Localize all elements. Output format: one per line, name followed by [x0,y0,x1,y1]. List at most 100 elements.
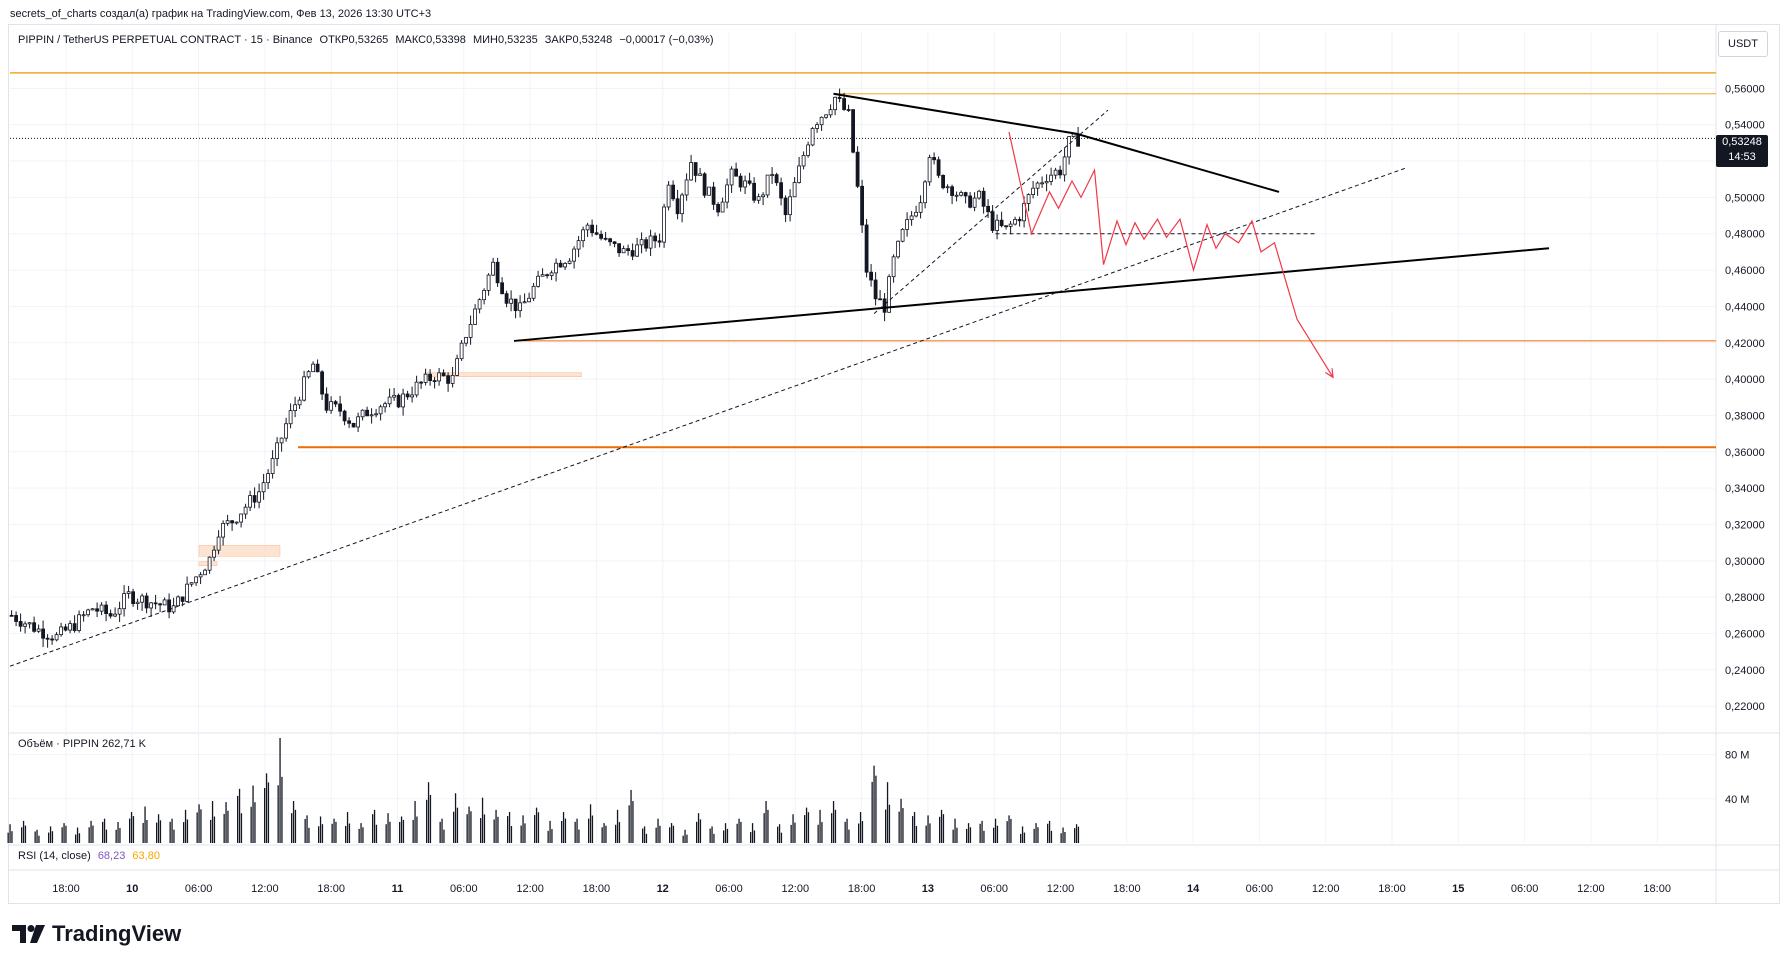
axes: 0,560000,540000,520000,500000,480000,460… [52,83,1765,895]
candle-body [162,599,167,606]
candle-body [1067,136,1071,158]
volume-bar [331,823,333,843]
volume-bar [78,833,81,843]
volume-bar [389,821,391,843]
candle-body [63,626,68,631]
volume-label[interactable]: Объём · PIPPIN [18,738,99,750]
x-tick-label: 18:00 [1113,883,1141,895]
candle-body [144,595,149,609]
candle-body [671,184,675,200]
candle-body [86,609,90,616]
volume-bar [1060,833,1062,843]
candle-body [140,595,145,603]
candle-body [608,238,612,243]
candle-body [194,576,199,584]
volume-bar [470,811,472,843]
volume-bar [1006,821,1008,843]
candle-body [792,182,797,198]
candle-body [108,613,113,617]
candle-body [527,297,531,303]
volume-bar [966,828,968,843]
candle-body [572,248,576,262]
volume-bar [831,813,833,843]
candle-body [518,302,522,312]
candle-body [1035,182,1040,189]
candle-body [473,308,478,325]
candle-body [563,263,567,268]
candle-body [1044,180,1049,184]
volume-bar [616,809,619,843]
volume-bar [819,809,821,843]
volume-bar [252,785,254,843]
demand-zone [198,545,281,557]
x-tick-label: 12 [657,883,669,895]
x-tick-label: 12:00 [251,883,279,895]
volume-bar [1010,818,1012,843]
candle-body [698,173,702,176]
volume-bar [844,821,846,843]
x-tick-label: 18:00 [1643,883,1671,895]
candle-body [1004,225,1008,228]
volume-bar [954,818,956,843]
volume-bar [981,820,983,843]
rsi-label[interactable]: RSI (14, close) [18,850,91,862]
volume-bar [790,824,792,843]
candle-body [347,420,352,424]
candle-body [1062,156,1067,176]
candle-body [342,410,347,422]
volume-bar [967,823,970,843]
y-tick-label: 0,22000 [1725,701,1765,713]
currency-unit-button[interactable]: USDT [1718,31,1768,57]
volume-bar [171,818,173,843]
candle-body [675,198,680,215]
candle-body [783,197,788,216]
tradingview-logo[interactable]: TradingView [12,921,181,947]
candle-body [864,224,869,273]
candle-body [851,109,855,153]
candle-body [176,596,181,607]
candle-body [684,179,689,196]
change-value: −0,00017 (−0,03%) [619,34,714,46]
x-tick-label: 14 [1187,883,1200,895]
volume-bar [117,822,119,843]
candle-body [365,409,370,417]
volume-bar [76,827,79,843]
candle-body [635,244,639,257]
y-tick-label: 0,36000 [1725,447,1765,459]
candle-body [396,394,401,408]
volume-bar [1074,828,1076,843]
candle-body [1076,133,1080,147]
candle-body [959,192,963,196]
volume-bar [1062,827,1064,843]
volume-bar [900,798,902,843]
y-tick-label: 0,26000 [1725,629,1765,641]
volume-bar [321,824,324,843]
volume-bar [412,819,414,843]
volume-bar [615,824,617,843]
x-tick-label: 18:00 [848,883,876,895]
volume-bar [686,834,688,843]
candle-body [752,182,756,201]
volume-bar [308,827,310,843]
symbol-label[interactable]: PIPPIN / TetherUS PERPETUAL CONTRACT · 1… [18,34,313,46]
candle-body [491,261,496,276]
chart-frame[interactable] [8,24,1780,904]
candle-body [356,416,361,428]
candle-body [693,162,698,176]
candle-body [450,375,455,384]
candle-body [1049,174,1053,182]
candle-body [486,274,491,291]
volume-bar [871,781,873,843]
candle-body [644,239,648,249]
volume-bar [387,813,389,843]
candle-body [585,224,590,231]
volume-bar [75,834,77,843]
candle-body [522,301,527,304]
candle-body [239,513,244,523]
candle-body [981,190,986,207]
volume-bar [832,801,835,843]
candle-body [270,458,275,475]
x-tick-label: 18:00 [317,883,345,895]
candle-body [311,363,316,373]
